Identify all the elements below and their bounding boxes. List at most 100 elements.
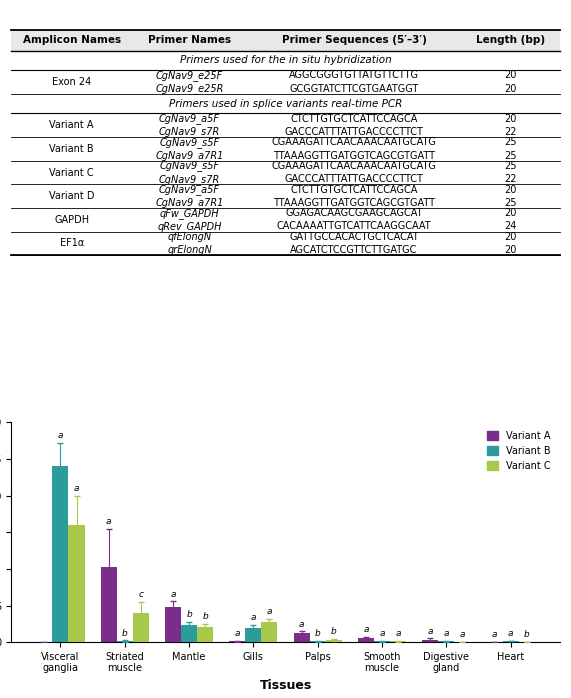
Text: qrElongN: qrElongN [167,245,212,255]
Text: CgNav9_a5F: CgNav9_a5F [159,184,220,195]
Text: a: a [251,613,256,622]
Text: 24: 24 [504,221,516,232]
Bar [422,639,438,642]
Text: a: a [170,590,176,599]
Text: qFw_GAPDH: qFw_GAPDH [160,208,219,218]
Text: AGGCGGGTGTTATGTTCTTG: AGGCGGGTGTTATGTTCTTG [289,70,419,80]
Text: a: a [379,630,385,639]
Text: b: b [524,630,529,639]
Text: 25: 25 [504,151,517,161]
Text: qfElongN: qfElongN [167,232,212,242]
Text: 20: 20 [504,70,516,80]
Bar [53,466,69,642]
Text: CgNav9_a7R1: CgNav9_a7R1 [155,150,224,161]
Text: a: a [508,629,513,638]
Text: Amplicon Names: Amplicon Names [23,36,121,45]
Text: CGAAAGATTCAACAAACAATGCATG: CGAAAGATTCAACAAACAATGCATG [272,138,436,147]
Bar [11,30,560,50]
Bar [229,641,246,642]
Text: CgNav9_a5F: CgNav9_a5F [159,113,220,124]
Text: 22: 22 [504,127,517,137]
Bar [116,641,133,642]
Text: AGCATCTCCGTTCTTGATGC: AGCATCTCCGTTCTTGATGC [290,245,418,255]
Text: 20: 20 [504,208,516,218]
Text: qRev_GAPDH: qRev_GAPDH [158,221,222,232]
Text: a: a [492,630,497,639]
Bar [309,641,325,642]
Text: Primer Sequences (5′–3′): Primer Sequences (5′–3′) [282,36,427,45]
Bar [133,613,149,642]
Bar [246,628,262,642]
Text: CgNav9_e25F: CgNav9_e25F [156,70,223,81]
Legend: Variant A, Variant B, Variant C: Variant A, Variant B, Variant C [483,427,554,475]
Text: 25: 25 [504,198,517,208]
Text: a: a [395,630,401,639]
Text: a: a [460,630,465,639]
Text: GATTGCCACACTGCTCACAT: GATTGCCACACTGCTCACAT [289,232,419,242]
Text: CgNav9_a7R1: CgNav9_a7R1 [155,198,224,208]
Text: 20: 20 [504,245,516,255]
Text: b: b [186,610,192,619]
Text: Primers used in splice variants real-time PCR: Primers used in splice variants real-tim… [169,98,402,109]
Text: CACAAAATTGTCATTCAAGGCAAT: CACAAAATTGTCATTCAAGGCAAT [277,221,431,232]
Text: Primer Names: Primer Names [148,36,231,45]
Bar [438,641,455,642]
Text: a: a [74,484,79,493]
Text: 20: 20 [504,84,516,94]
Text: Variant B: Variant B [50,144,94,154]
Text: CgNav9_s5F: CgNav9_s5F [159,161,220,172]
Text: 20: 20 [504,114,516,124]
Text: 25: 25 [504,138,517,147]
Bar [358,639,374,642]
Text: Variant C: Variant C [50,168,94,177]
Text: b: b [331,628,336,637]
Bar [390,641,406,642]
Text: CTCTTGTGCTCATTCCAGCA: CTCTTGTGCTCATTCCAGCA [290,114,418,124]
Text: GCGGTATCTTCGTGAATGGT: GCGGTATCTTCGTGAATGGT [289,84,419,94]
Text: b: b [122,629,128,638]
Text: Primers used for the in situ hybridization: Primers used for the in situ hybridizati… [180,55,391,66]
Text: a: a [363,625,369,634]
Bar [69,525,85,642]
Text: CgNav9_s5F: CgNav9_s5F [159,137,220,148]
Bar [262,623,278,642]
X-axis label: Tissues: Tissues [259,679,312,692]
Text: CgNav9_s7R: CgNav9_s7R [159,126,220,138]
Text: Exon 24: Exon 24 [52,77,91,87]
Text: a: a [444,630,449,639]
Text: CgNav9_s7R: CgNav9_s7R [159,174,220,185]
Text: Length (bp): Length (bp) [476,36,545,45]
Text: a: a [428,627,433,636]
Text: GACCCATTTATTGACCCCTTCT: GACCCATTTATTGACCCCTTCT [284,174,424,184]
Text: TTAAAGGTTGATGGTCAGCGTGATT: TTAAAGGTTGATGGTCAGCGTGATT [273,198,435,208]
Bar [502,641,518,642]
Text: TTAAAGGTTGATGGTCAGCGTGATT: TTAAAGGTTGATGGTCAGCGTGATT [273,151,435,161]
Text: GACCCATTTATTGACCCCTTCT: GACCCATTTATTGACCCCTTCT [284,127,424,137]
Text: CTCTTGTGCTCATTCCAGCA: CTCTTGTGCTCATTCCAGCA [290,184,418,195]
Text: 25: 25 [504,161,517,171]
Text: EF1α: EF1α [59,239,84,248]
Text: a: a [299,620,304,629]
Bar [181,625,197,642]
Bar [325,640,342,642]
Text: b: b [315,630,320,639]
Bar [165,607,181,642]
Text: Variant D: Variant D [49,191,94,201]
Bar [293,633,309,642]
Text: b: b [202,612,208,621]
Text: CGAAAGATTCAACAAACAATGCATG: CGAAAGATTCAACAAACAATGCATG [272,161,436,171]
Text: a: a [106,517,111,526]
Text: c: c [138,591,143,600]
Text: 22: 22 [504,174,517,184]
Text: CgNav9_e25R: CgNav9_e25R [155,83,224,94]
Text: GGAGACAAGCGAAGCAGCAT: GGAGACAAGCGAAGCAGCAT [286,208,423,218]
Bar [197,627,213,642]
Text: a: a [267,607,272,616]
Bar [100,567,116,642]
Bar [374,641,390,642]
Text: 20: 20 [504,184,516,195]
Text: GAPDH: GAPDH [54,215,89,225]
Text: 20: 20 [504,232,516,242]
Text: Variant A: Variant A [50,120,94,131]
Text: a: a [235,630,240,639]
